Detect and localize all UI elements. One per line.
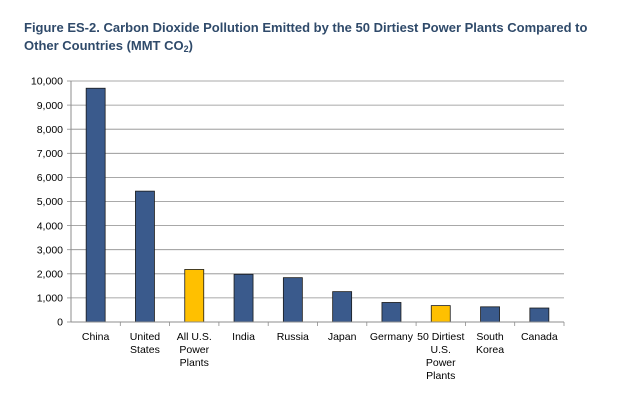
chart-title: Figure ES-2. Carbon Dioxide Pollution Em… <box>24 19 604 55</box>
x-tick-label: Japan <box>328 331 357 343</box>
y-tick-label: 9,000 <box>37 100 63 112</box>
bar <box>85 87 106 323</box>
chart-title-text: Figure ES-2. Carbon Dioxide Pollution Em… <box>24 20 588 53</box>
bars <box>85 87 550 323</box>
bar <box>233 273 254 323</box>
bar <box>135 190 155 323</box>
y-tick-label: 0 <box>57 317 63 329</box>
bar <box>480 306 500 323</box>
x-tick-label-line: Plants <box>180 357 209 369</box>
x-tick-label-line: United <box>130 331 161 343</box>
x-tick-label-line: Power <box>179 344 209 356</box>
x-tick-label: China <box>82 331 110 343</box>
chart-title-close: ) <box>188 38 193 53</box>
x-tick-label-line: China <box>82 331 110 343</box>
x-tick-label-line: U.S. <box>431 344 451 356</box>
bar <box>381 302 402 323</box>
y-tick-label: 10,000 <box>31 76 63 88</box>
y-tick-label: 3,000 <box>37 244 63 256</box>
x-tick-label-line: South <box>476 331 504 343</box>
x-tick-label: 50 Dirtiest U.S. Power Plants <box>417 331 464 382</box>
x-tick-label-line: Germany <box>370 331 414 343</box>
x-tick-label-line: India <box>232 331 255 343</box>
x-tick-label: South Korea <box>476 331 504 356</box>
x-tick-label-line: Canada <box>521 331 558 343</box>
x-tick-label-line: Korea <box>476 344 504 356</box>
x-tick-label: Russia <box>277 331 309 343</box>
x-tick-label-line: Japan <box>328 331 357 343</box>
bar <box>430 305 451 323</box>
x-tick-label-line: Power <box>426 357 456 369</box>
y-tick-label: 2,000 <box>37 269 63 281</box>
x-tick-label-line: Plants <box>426 370 455 382</box>
y-tick-label: 5,000 <box>37 196 63 208</box>
x-tick-label-line: States <box>130 344 160 356</box>
axes <box>67 80 565 326</box>
bar <box>282 277 303 323</box>
x-tick-label: All U.S. Power Plants <box>177 331 212 369</box>
y-axis-ticks: 0 1,000 2,000 3,000 4,000 5,000 6,000 7,000 8,00… <box>31 76 63 329</box>
y-tick-label: 6,000 <box>37 172 63 184</box>
bar <box>529 307 550 323</box>
x-tick-label: Canada <box>521 331 558 343</box>
y-tick-label: 8,000 <box>37 124 63 136</box>
x-tick-label: Germany <box>370 331 414 343</box>
y-tick-label: 1,000 <box>37 293 63 305</box>
x-tick-label: India <box>232 331 255 343</box>
x-tick-label-line: All U.S. <box>177 331 212 343</box>
y-tick-label: 4,000 <box>37 220 63 232</box>
bar <box>184 269 205 323</box>
x-tick-label: United States <box>130 331 161 356</box>
chart-title-subscript: 2 <box>183 44 189 54</box>
x-tick-label-line: Russia <box>277 331 309 343</box>
x-tick-label-line: 50 Dirtiest <box>417 331 464 343</box>
y-tick-label: 7,000 <box>37 148 63 160</box>
bar <box>332 291 353 323</box>
